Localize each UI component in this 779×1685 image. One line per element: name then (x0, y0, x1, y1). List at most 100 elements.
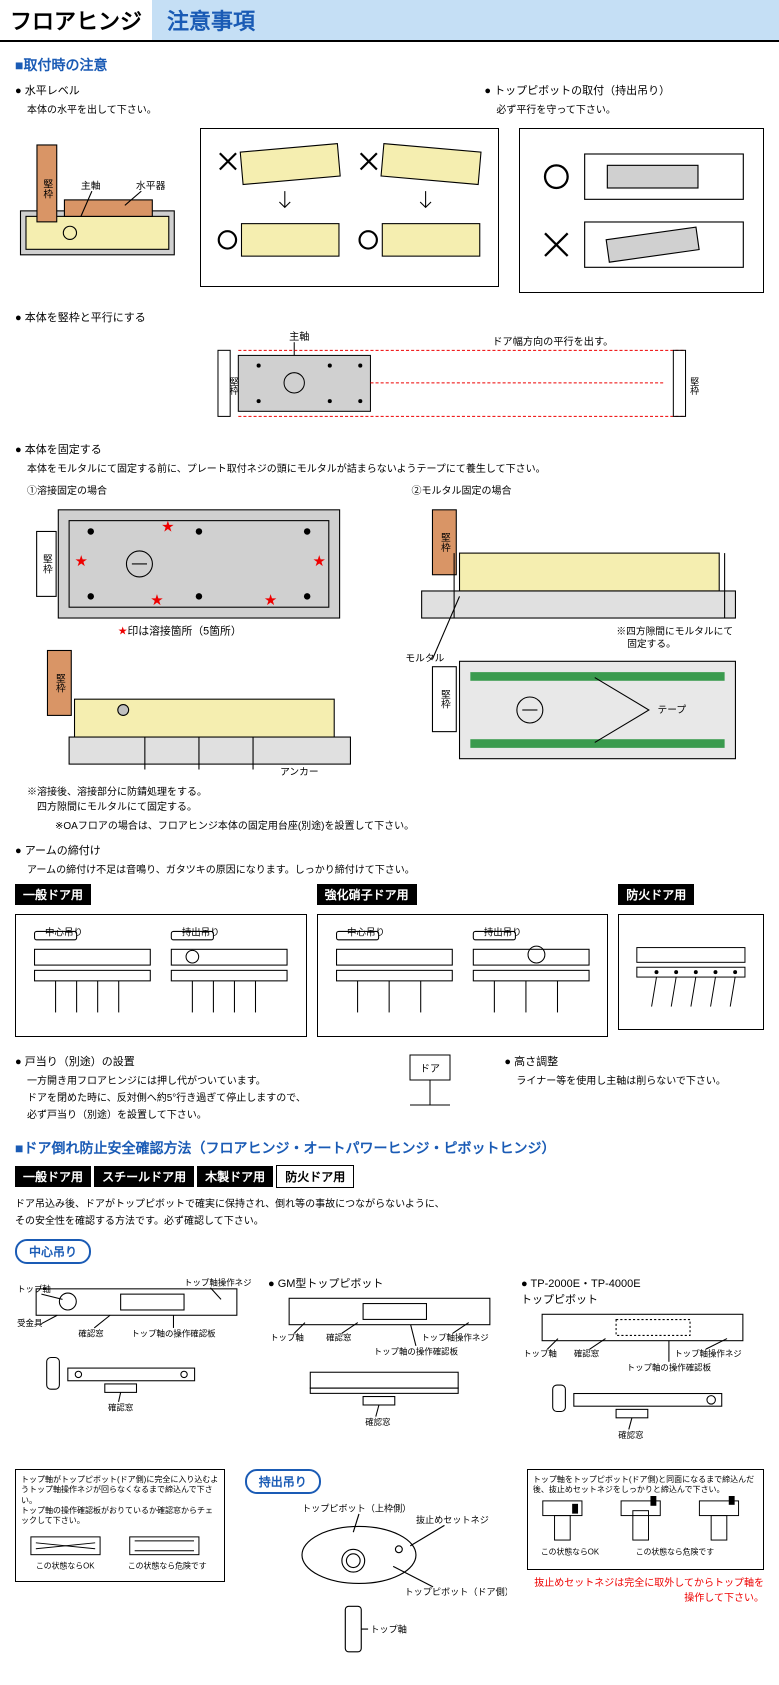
center-tag: 中心吊り (15, 1239, 91, 1264)
stopper-t3: 必ず戸当り（別途）を設置して下さい。 (27, 1106, 375, 1121)
arm-glass-diagram: 中心吊り 持出吊り (317, 914, 609, 1037)
fire-door-tag: 防火ドア用 (618, 884, 694, 905)
offset-tag: 持出吊り (245, 1469, 321, 1494)
svg-text:確認窓: 確認窓 (618, 1430, 643, 1440)
center-check-box: トップ軸がトップピボット(ドア側)に完全に入り込むようトップ軸操作ネジが回らなく… (15, 1469, 225, 1582)
arm-heading: アームの締付け (15, 842, 764, 858)
weld-title: ①溶接固定の場合 (27, 482, 380, 497)
svg-text:アンカー: アンカー (280, 766, 319, 778)
fix-text: 本体をモルタルにて固定する前に、プレート取付ネジの頭にモルタルが詰まらないようテ… (27, 460, 764, 475)
svg-text:★: ★ (161, 519, 175, 536)
offset-warning: 抜止めセットネジは完全に取外してからトップ軸を 操作して下さい。 (527, 1574, 764, 1604)
glass-door-tag: 強化硝子ドア用 (317, 884, 417, 905)
pivot-heading: トップピボットの取付（持出吊り） (484, 82, 764, 98)
stopper-diagram: ドア (395, 1050, 465, 1120)
general-door-tag: 一般ドア用 (15, 884, 91, 905)
parallel-heading: 本体を竪枠と平行にする (15, 309, 764, 325)
level-diagram: 堅枠 主軸 水平器 (15, 123, 180, 299)
parallel-diagram: 主軸 堅枠 ドア幅方向の平行を出す。 堅枠 (15, 330, 764, 432)
height-text: ライナー等を使用し主軸は削らないで下さい。 (516, 1072, 764, 1087)
axis-label: 主軸 (289, 330, 309, 343)
svg-text:※四方隙間にモルタルにて: ※四方隙間にモルタルにて (616, 625, 733, 638)
safety-tags: 一般ドア用 スチールドア用 木製ドア用 防火ドア用 (15, 1162, 764, 1191)
svg-text:水平器: 水平器 (136, 180, 166, 192)
svg-text:トップ軸の操作確認板: トップ軸の操作確認板 (374, 1346, 459, 1356)
svg-text:★: ★ (264, 592, 278, 609)
svg-text:トップ軸: トップ軸 (523, 1348, 557, 1358)
height-heading: 高さ調整 (504, 1053, 764, 1069)
svg-text:ドア幅方向の平行を出す。: ドア幅方向の平行を出す。 (492, 335, 613, 348)
gm-title: GM型トップピボット (268, 1275, 511, 1291)
pivot-parallel-diagram (519, 128, 764, 293)
offset-box-text: トップ軸をトップピボット(ドア側)と同面になるまで締込んだ後、抜止めセットネジを… (533, 1475, 758, 1496)
tp-title: TP-2000E・TP-4000E トップピボット (521, 1275, 764, 1307)
svg-text:この状態なら危険です: この状態なら危険です (636, 1546, 714, 1556)
svg-text:この状態ならOK: この状態ならOK (36, 1560, 95, 1570)
svg-text:中心吊り: 中心吊り (347, 926, 385, 938)
install-section: ■取付時の注意 水平レベル 本体の水平を出して下さい。 トップピボットの取付（持… (0, 42, 779, 1685)
level-text: 本体の水平を出して下さい。 (27, 101, 464, 116)
level-check-diagram (200, 128, 500, 287)
svg-text:抜止めセットネジ: 抜止めセットネジ (416, 1514, 489, 1525)
svg-text:堅枠: 堅枠 (41, 554, 53, 575)
svg-text:堅枠: 堅枠 (689, 377, 700, 396)
oa-note: ※OAフロアの場合は、フロアヒンジ本体の固定用台座(別途)を設置して下さい。 (55, 817, 764, 832)
tag-wood: 木製ドア用 (197, 1166, 273, 1187)
safety-t1: ドア吊込み後、ドアがトップピボットで確実に保持され、倒れ等の事故につながらないよ… (15, 1195, 764, 1210)
svg-text:★: ★ (150, 592, 164, 609)
svg-text:トップ軸: トップ軸 (370, 1623, 406, 1634)
stopper-t2: ドアを閉めた時に、反対側へ約5°行き過ぎて停止しますので、 (27, 1089, 375, 1104)
svg-text:堅枠: 堅枠 (41, 179, 53, 200)
tag-steel: スチールドア用 (94, 1166, 194, 1187)
svg-text:確認窓: 確認窓 (365, 1417, 390, 1427)
svg-text:モルタル: モルタル (405, 653, 444, 665)
svg-text:テープ: テープ (657, 705, 686, 717)
svg-text:★: ★ (75, 553, 89, 570)
install-title: ■取付時の注意 (15, 55, 764, 75)
svg-text:受金具: 受金具 (17, 1318, 43, 1328)
header-product: フロアヒンジ (0, 0, 152, 40)
svg-text:中心吊り: 中心吊り (45, 926, 83, 938)
weld-note2: ※溶接後、溶接部分に防錆処理をする。 四方隙間にモルタルにて固定する。 (27, 783, 380, 813)
svg-text:固定する。: 固定する。 (627, 638, 676, 651)
svg-text:トップ軸: トップ軸 (17, 1284, 51, 1294)
svg-text:確認窓: 確認窓 (326, 1332, 351, 1342)
svg-text:持出吊り: 持出吊り (483, 926, 521, 938)
svg-text:持出吊り: 持出吊り (182, 926, 220, 938)
svg-text:トップ軸の操作確認板: トップ軸の操作確認板 (627, 1362, 712, 1372)
svg-text:トップ軸操作ネジ: トップ軸操作ネジ (674, 1348, 742, 1358)
svg-text:トップ軸操作ネジ: トップ軸操作ネジ (184, 1278, 252, 1288)
mortar-diagram: 堅枠 ※四方隙間にモルタルにて 固定する。 堅枠 テープ モルタル (400, 499, 746, 780)
svg-text:トップピボット（ドア側）: トップピボット（ドア側） (404, 1586, 507, 1597)
svg-text:トップピボット（上枠側）: トップピボット（上枠側） (302, 1503, 411, 1514)
center-tp-diagram: トップ軸 確認窓 トップ軸操作ネジ トップ軸の操作確認板 確認窓 (521, 1309, 764, 1457)
fix-heading: 本体を固定する (15, 441, 764, 457)
svg-text:確認窓: 確認窓 (108, 1402, 133, 1412)
svg-text:★: ★ (313, 553, 327, 570)
svg-text:堅枠: 堅枠 (438, 689, 450, 710)
header-section: 注意事項 (152, 0, 779, 40)
svg-text:堅枠: 堅枠 (438, 532, 450, 553)
safety-title: ■ドア倒れ防止安全確認方法（フロアヒンジ・オートパワーヒンジ・ピボットヒンジ） (15, 1138, 764, 1158)
svg-text:この状態なら危険です: この状態なら危険です (128, 1560, 207, 1570)
arm-text: アームの締付け不足は音鳴り、ガタツキの原因になります。しっかり締付けて下さい。 (27, 861, 764, 876)
svg-text:ドア: ドア (420, 1064, 440, 1075)
tag-general: 一般ドア用 (15, 1166, 91, 1187)
pivot-text: 必ず平行を守って下さい。 (496, 101, 764, 116)
svg-text:確認窓: 確認窓 (78, 1328, 103, 1338)
page-header: フロアヒンジ 注意事項 (0, 0, 779, 42)
center-std-diagram: トップ軸 受金具 確認窓 トップ軸操作ネジ トップ軸の操作確認板 確認窓 (15, 1273, 258, 1431)
offset-diagram: トップピボット（上枠側） 抜止めセットネジ トップピボット（ドア側） トップ軸 (245, 1498, 507, 1680)
svg-text:確認窓: 確認窓 (574, 1348, 599, 1358)
weld-diagram: ★ ★ ★ ★ ★ 堅枠 ★印は溶接箇所（5箇所） 堅枠 アンカー (15, 499, 361, 780)
offset-check-box: トップ軸をトップピボット(ドア側)と同面になるまで締込んだ後、抜止めセットネジを… (527, 1469, 764, 1570)
svg-text:トップ軸: トップ軸 (270, 1332, 304, 1342)
svg-text:主軸: 主軸 (81, 179, 101, 192)
stopper-heading: 戸当り（別途）の設置 (15, 1053, 375, 1069)
center-box-text: トップ軸がトップピボット(ドア側)に完全に入り込むようトップ軸操作ネジが回らなく… (21, 1475, 219, 1527)
svg-text:この状態ならOK: この状態ならOK (541, 1546, 600, 1556)
stopper-t1: 一方開き用フロアヒンジには押し代がついています。 (27, 1072, 375, 1087)
arm-fire-diagram (618, 914, 764, 1030)
mortar-title: ②モルタル固定の場合 (412, 482, 765, 497)
arm-general-diagram: 中心吊り 持出吊り (15, 914, 307, 1037)
